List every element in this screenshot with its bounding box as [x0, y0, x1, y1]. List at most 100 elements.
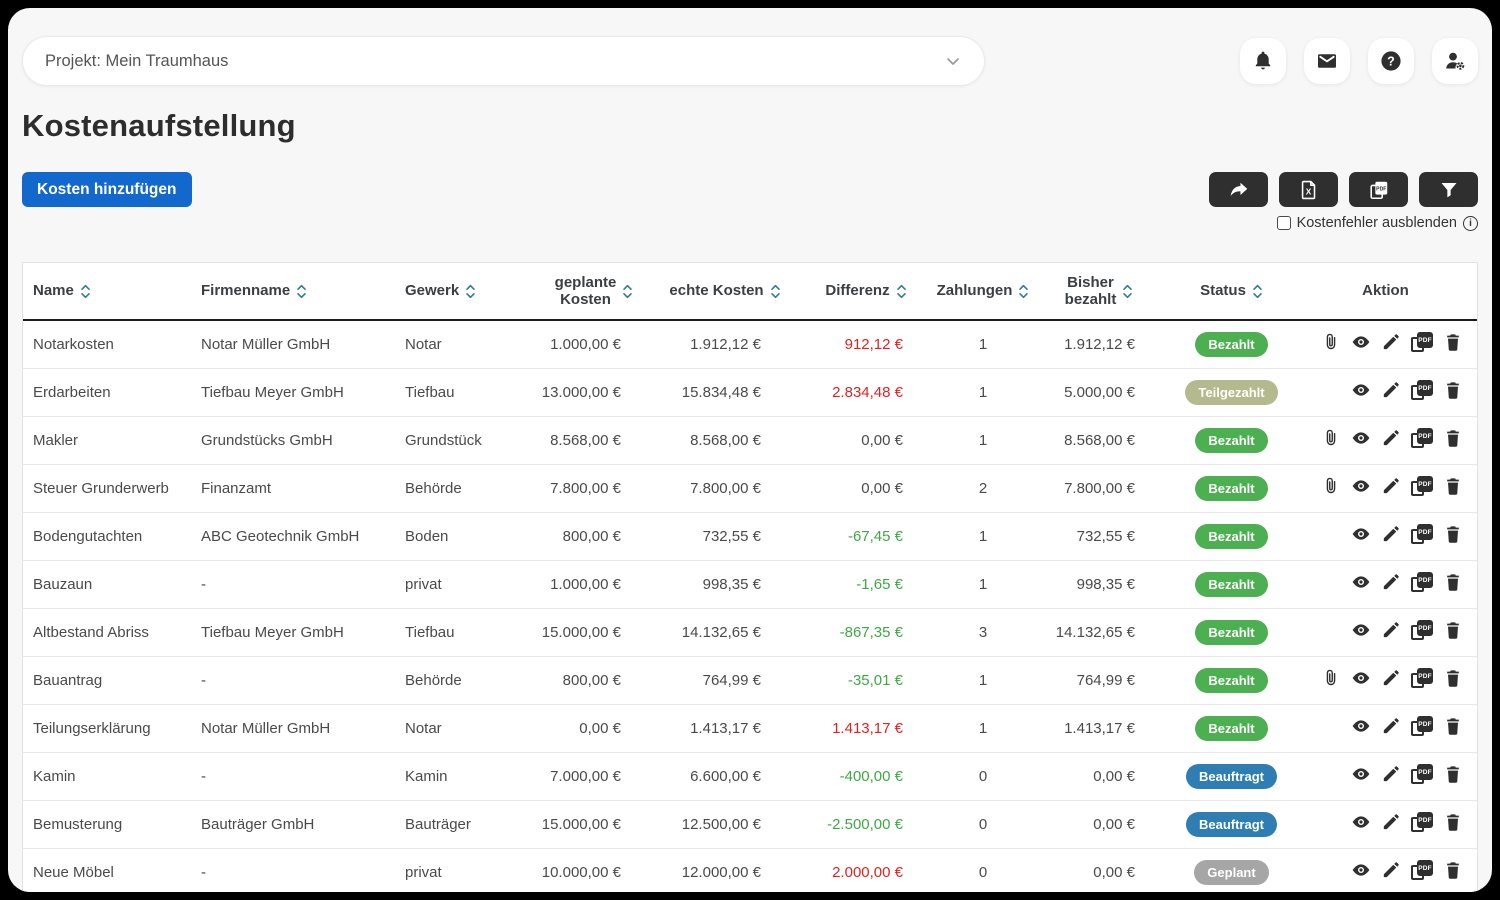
sort-icon[interactable]: [1018, 283, 1029, 300]
pencil-icon[interactable]: [1381, 572, 1401, 592]
trash-icon[interactable]: [1443, 620, 1463, 640]
table-row: Bauzaun - privat 1.000,00 € 998,35 € -1,…: [23, 560, 1477, 609]
column-header-firmenname[interactable]: Firmenname: [191, 263, 395, 321]
difference-value: -400,00 €: [795, 752, 937, 801]
info-icon[interactable]: i: [1463, 215, 1478, 231]
company-name: Tiefbau Meyer GmbH: [191, 608, 395, 657]
pencil-icon[interactable]: [1381, 716, 1401, 736]
eye-icon[interactable]: [1351, 380, 1371, 400]
trash-icon[interactable]: [1443, 524, 1463, 544]
row-actions: PDF: [1294, 848, 1477, 892]
column-header-name[interactable]: Name: [23, 263, 191, 321]
pdf-icon[interactable]: PDF: [1411, 572, 1433, 592]
eye-icon[interactable]: [1351, 476, 1371, 496]
trash-icon[interactable]: [1443, 332, 1463, 352]
trash-icon[interactable]: [1443, 812, 1463, 832]
paperclip-icon[interactable]: [1321, 476, 1341, 496]
sort-icon[interactable]: [770, 283, 781, 300]
export-pdf-button[interactable]: PDF: [1349, 172, 1408, 207]
table-row: Erdarbeiten Tiefbau Meyer GmbH Tiefbau 1…: [23, 368, 1477, 417]
payments-count: 1: [937, 656, 1029, 705]
pdf-icon[interactable]: PDF: [1411, 332, 1433, 353]
eye-icon[interactable]: [1351, 812, 1371, 832]
company-name: Notar Müller GmbH: [191, 320, 395, 369]
pdf-icon[interactable]: PDF: [1411, 476, 1433, 496]
notifications-button[interactable]: [1240, 38, 1286, 84]
eye-icon[interactable]: [1351, 620, 1371, 640]
column-header-echte-kosten[interactable]: echte Kosten: [655, 263, 795, 321]
sort-icon[interactable]: [1122, 283, 1133, 300]
trash-icon[interactable]: [1443, 572, 1463, 592]
paperclip-icon[interactable]: [1321, 428, 1341, 448]
pencil-icon[interactable]: [1381, 812, 1401, 832]
pdf-icon[interactable]: PDF: [1411, 428, 1433, 448]
account-settings-button[interactable]: [1432, 38, 1478, 84]
sort-icon[interactable]: [296, 283, 307, 300]
eye-icon[interactable]: [1351, 428, 1371, 448]
column-header-differenz[interactable]: Differenz: [795, 263, 937, 321]
help-button[interactable]: ?: [1368, 38, 1414, 84]
paperclip-icon[interactable]: [1321, 668, 1341, 688]
pencil-icon[interactable]: [1381, 860, 1401, 880]
column-label: Firmenname: [201, 282, 291, 300]
column-header-status[interactable]: Status: [1169, 263, 1294, 321]
sort-icon[interactable]: [896, 283, 907, 300]
eye-icon[interactable]: [1351, 764, 1371, 784]
trash-icon[interactable]: [1443, 428, 1463, 448]
pdf-icon[interactable]: PDF: [1411, 764, 1433, 784]
trash-icon[interactable]: [1443, 860, 1463, 880]
trash-icon[interactable]: [1443, 476, 1463, 496]
column-header-gewerk[interactable]: Gewerk: [395, 263, 533, 321]
pdf-icon[interactable]: PDF: [1411, 716, 1433, 736]
paid-so-far: 5.000,00 €: [1029, 368, 1169, 417]
hide-errors-checkbox[interactable]: [1276, 216, 1291, 230]
export-excel-button[interactable]: X: [1279, 172, 1338, 207]
pdf-icon[interactable]: PDF: [1411, 620, 1433, 640]
pencil-icon[interactable]: [1381, 332, 1401, 352]
pencil-icon[interactable]: [1381, 428, 1401, 448]
trash-icon[interactable]: [1443, 668, 1463, 688]
sort-icon[interactable]: [1252, 283, 1263, 300]
sort-icon[interactable]: [622, 283, 633, 300]
excel-file-icon: X: [1301, 180, 1315, 199]
add-cost-button[interactable]: Kosten hinzufügen: [22, 172, 192, 207]
paperclip-icon[interactable]: [1321, 332, 1341, 352]
column-header-bisher-bezahlt[interactable]: Bisher bezahlt: [1029, 263, 1169, 321]
eye-icon[interactable]: [1351, 716, 1371, 736]
eye-icon[interactable]: [1351, 860, 1371, 880]
trade-name: privat: [395, 848, 533, 892]
cost-name: Bodengutachten: [23, 512, 191, 561]
column-header-zahlungen[interactable]: Zahlungen: [937, 263, 1029, 321]
eye-icon[interactable]: [1351, 572, 1371, 592]
app-window: Projekt: Mein Traumhaus: [8, 8, 1492, 892]
pdf-icon[interactable]: PDF: [1411, 524, 1433, 544]
pdf-icon[interactable]: PDF: [1411, 860, 1433, 880]
column-header-aktion: Aktion: [1294, 263, 1477, 321]
trash-icon[interactable]: [1443, 764, 1463, 784]
share-button[interactable]: [1209, 172, 1268, 207]
column-header-geplante-kosten[interactable]: geplante Kosten: [533, 263, 655, 321]
pencil-icon[interactable]: [1381, 668, 1401, 688]
actual-cost: 1.413,17 €: [655, 704, 795, 753]
project-select[interactable]: Projekt: Mein Traumhaus: [22, 36, 985, 86]
filter-button[interactable]: [1419, 172, 1478, 207]
planned-cost: 15.000,00 €: [533, 608, 655, 657]
pdf-icon[interactable]: PDF: [1411, 380, 1433, 400]
pencil-icon[interactable]: [1381, 764, 1401, 784]
pdf-icon[interactable]: PDF: [1411, 812, 1433, 832]
trash-icon[interactable]: [1443, 380, 1463, 400]
pencil-icon[interactable]: [1381, 380, 1401, 400]
actual-cost: 12.000,00 €: [655, 848, 795, 892]
pdf-icon[interactable]: PDF: [1411, 668, 1433, 688]
trade-name: privat: [395, 560, 533, 609]
eye-icon[interactable]: [1351, 332, 1371, 352]
eye-icon[interactable]: [1351, 524, 1371, 544]
pencil-icon[interactable]: [1381, 524, 1401, 544]
messages-button[interactable]: [1304, 38, 1350, 84]
eye-icon[interactable]: [1351, 668, 1371, 688]
pencil-icon[interactable]: [1381, 620, 1401, 640]
sort-icon[interactable]: [80, 283, 91, 300]
pencil-icon[interactable]: [1381, 476, 1401, 496]
sort-icon[interactable]: [465, 283, 476, 300]
trash-icon[interactable]: [1443, 716, 1463, 736]
